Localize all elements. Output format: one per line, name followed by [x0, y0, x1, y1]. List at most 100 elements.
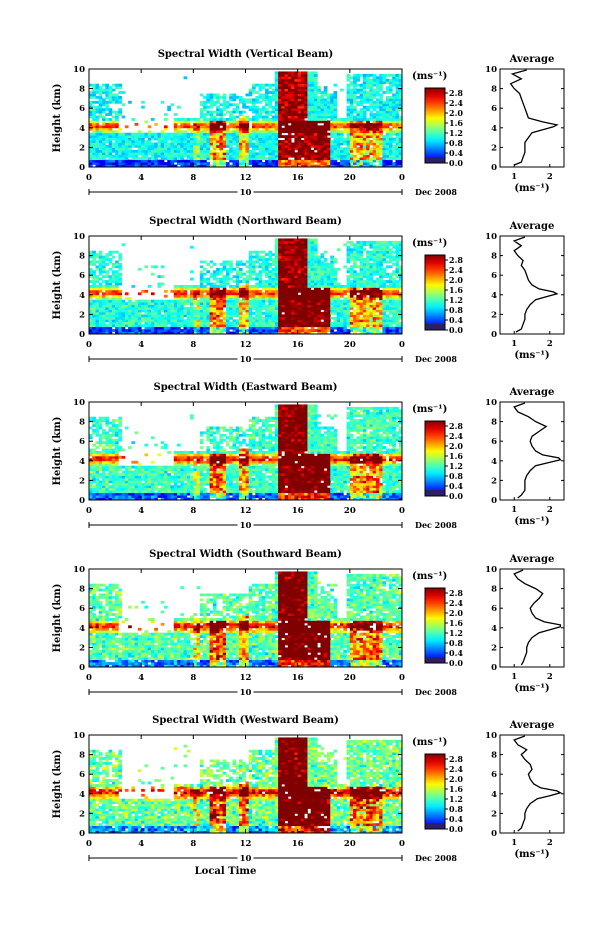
heatmap-cell	[343, 142, 347, 146]
heatmap-cell	[199, 122, 204, 126]
heatmap-cell	[294, 144, 299, 148]
heatmap-cell	[212, 275, 217, 279]
heatmap-cell	[92, 159, 96, 163]
heatmap-cell	[294, 260, 299, 264]
heatmap-cell	[199, 309, 204, 313]
heatmap-cell	[398, 105, 403, 109]
heatmap-cell	[265, 132, 269, 136]
heatmap-cell	[212, 287, 217, 291]
heatmap-cell	[108, 91, 113, 94]
heatmap-cell	[268, 302, 272, 305]
heatmap-cell	[274, 299, 279, 303]
heatmap-cell	[183, 329, 188, 332]
heatmap-cell	[291, 245, 295, 249]
heatmap-cell	[307, 260, 312, 264]
heatmap-cell	[147, 147, 152, 151]
heatmap-cell	[287, 127, 292, 131]
heatmap-cell	[310, 289, 315, 293]
heatmap-cell	[225, 275, 230, 279]
heatmap-cell	[327, 93, 331, 97]
heatmap-cell	[219, 164, 224, 168]
heatmap-cell	[105, 297, 109, 301]
heatmap-cell	[102, 118, 106, 121]
heatmap-cell	[353, 314, 357, 318]
heatmap-cell	[300, 294, 305, 298]
heatmap-cell	[203, 324, 207, 328]
heatmap-cell	[343, 149, 347, 153]
heatmap-cell	[385, 108, 390, 112]
heatmap-cell	[180, 162, 184, 165]
heatmap-cell	[307, 127, 312, 131]
heatmap-cell	[294, 307, 299, 310]
heatmap-cell	[212, 142, 217, 146]
heatmap-cell	[131, 132, 136, 136]
heatmap-cell	[252, 331, 256, 335]
heatmap-cell	[278, 71, 282, 75]
heatmap-cell	[294, 270, 299, 274]
heatmap-cell	[287, 326, 292, 330]
heatmap-cell	[287, 83, 292, 87]
heatmap-cell	[294, 93, 299, 97]
heatmap-cell	[392, 149, 396, 153]
heatmap-cell	[137, 326, 142, 330]
heatmap-cell	[180, 147, 184, 151]
heatmap-cell	[353, 285, 357, 288]
heatmap-cell	[307, 314, 312, 318]
y-tick-label: 0	[79, 163, 85, 173]
heatmap-cell	[177, 309, 181, 313]
heatmap-cell	[313, 144, 318, 148]
heatmap-cell	[212, 331, 217, 335]
heatmap-cell	[108, 157, 113, 161]
heatmap-cell	[369, 164, 374, 168]
heatmap-cell	[287, 324, 292, 328]
heatmap-cell	[258, 309, 263, 313]
heatmap-cell	[108, 130, 113, 134]
heatmap-cell	[196, 118, 201, 121]
heatmap-cell	[105, 287, 109, 291]
heatmap-cell	[307, 135, 312, 138]
heatmap-cell	[261, 125, 266, 129]
heatmap-cell	[216, 287, 220, 291]
heatmap-cell	[203, 154, 207, 158]
heatmap-cell	[320, 93, 325, 97]
heatmap-cell	[115, 147, 119, 151]
heatmap-cell	[281, 282, 286, 286]
heatmap-cell	[343, 309, 347, 313]
heatmap-cell	[359, 120, 364, 124]
heatmap-cell	[278, 329, 282, 332]
heatmap-cell	[235, 130, 240, 134]
heatmap-cell	[268, 113, 272, 116]
heatmap-cell	[346, 157, 351, 161]
heatmap-cell	[281, 147, 286, 151]
heatmap-cell	[304, 93, 308, 97]
heatmap-cell	[252, 122, 256, 126]
heatmap-cell	[313, 113, 318, 116]
heatmap-cell	[118, 159, 122, 163]
heatmap-cell	[317, 287, 321, 291]
heatmap-cell	[385, 164, 390, 168]
heatmap-cell	[225, 331, 230, 335]
heatmap-cell	[134, 307, 139, 310]
heatmap-cell	[157, 321, 162, 325]
heatmap-cell	[297, 243, 302, 247]
heatmap-cell	[212, 159, 217, 163]
heatmap-cell	[196, 287, 201, 291]
heatmap-cell	[333, 91, 338, 94]
heatmap-cell	[294, 154, 299, 158]
heatmap-cell	[317, 100, 321, 104]
heatmap-cell	[327, 152, 331, 156]
heatmap-cell	[203, 103, 207, 107]
heatmap-cell	[313, 108, 318, 112]
heatmap-cell	[95, 154, 100, 158]
heatmap-cell	[238, 270, 243, 274]
heatmap-cell	[209, 110, 214, 114]
heatmap-cell	[121, 162, 126, 165]
heatmap-cell	[395, 78, 400, 82]
heatmap-cell	[118, 324, 122, 328]
heatmap-cell	[392, 162, 396, 165]
heatmap-cell	[281, 329, 286, 332]
heatmap-cell	[340, 149, 344, 153]
heatmap-cell	[261, 287, 266, 291]
heatmap-cell	[346, 164, 351, 168]
heatmap-cell	[278, 248, 282, 252]
